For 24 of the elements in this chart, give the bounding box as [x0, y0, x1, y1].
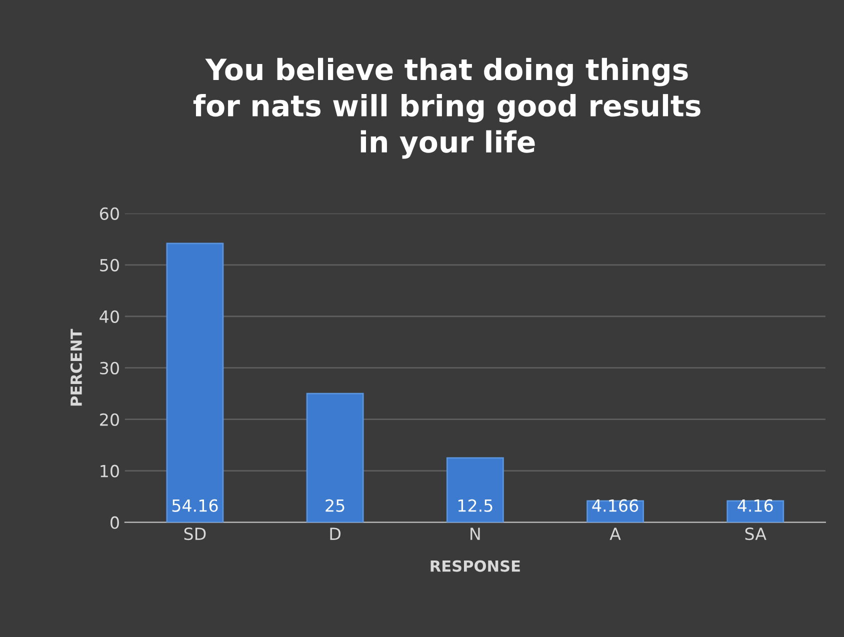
x-axis-title: RESPONSE	[430, 560, 520, 572]
y-tick-label: 40	[100, 310, 119, 323]
data-label: 4.16	[738, 499, 773, 512]
data-label: 12.5	[458, 499, 492, 512]
x-tick-label: N	[470, 528, 480, 540]
y-tick-label: 20	[100, 413, 119, 426]
bar	[166, 242, 224, 522]
data-label: 25	[326, 499, 344, 512]
bar	[306, 392, 364, 522]
x-tick-label: SA	[745, 527, 766, 540]
data-label: 4.166	[592, 499, 638, 512]
chart-title: You believe that doing things for nats will bring good results in your life	[193, 58, 700, 159]
bar	[726, 500, 784, 522]
x-tick-label: D	[330, 528, 340, 540]
x-tick-label: SD	[184, 527, 206, 540]
y-tick-label: 10	[100, 464, 119, 478]
bar	[446, 457, 504, 522]
x-tick-label: A	[610, 528, 621, 540]
data-label: 54.16	[172, 499, 218, 512]
y-tick-label: 60	[100, 207, 119, 220]
y-tick-label: 50	[100, 258, 119, 272]
y-axis-title: PERCENT	[70, 328, 82, 406]
y-tick-label: 30	[100, 362, 119, 374]
y-tick-label: 0	[110, 516, 119, 529]
